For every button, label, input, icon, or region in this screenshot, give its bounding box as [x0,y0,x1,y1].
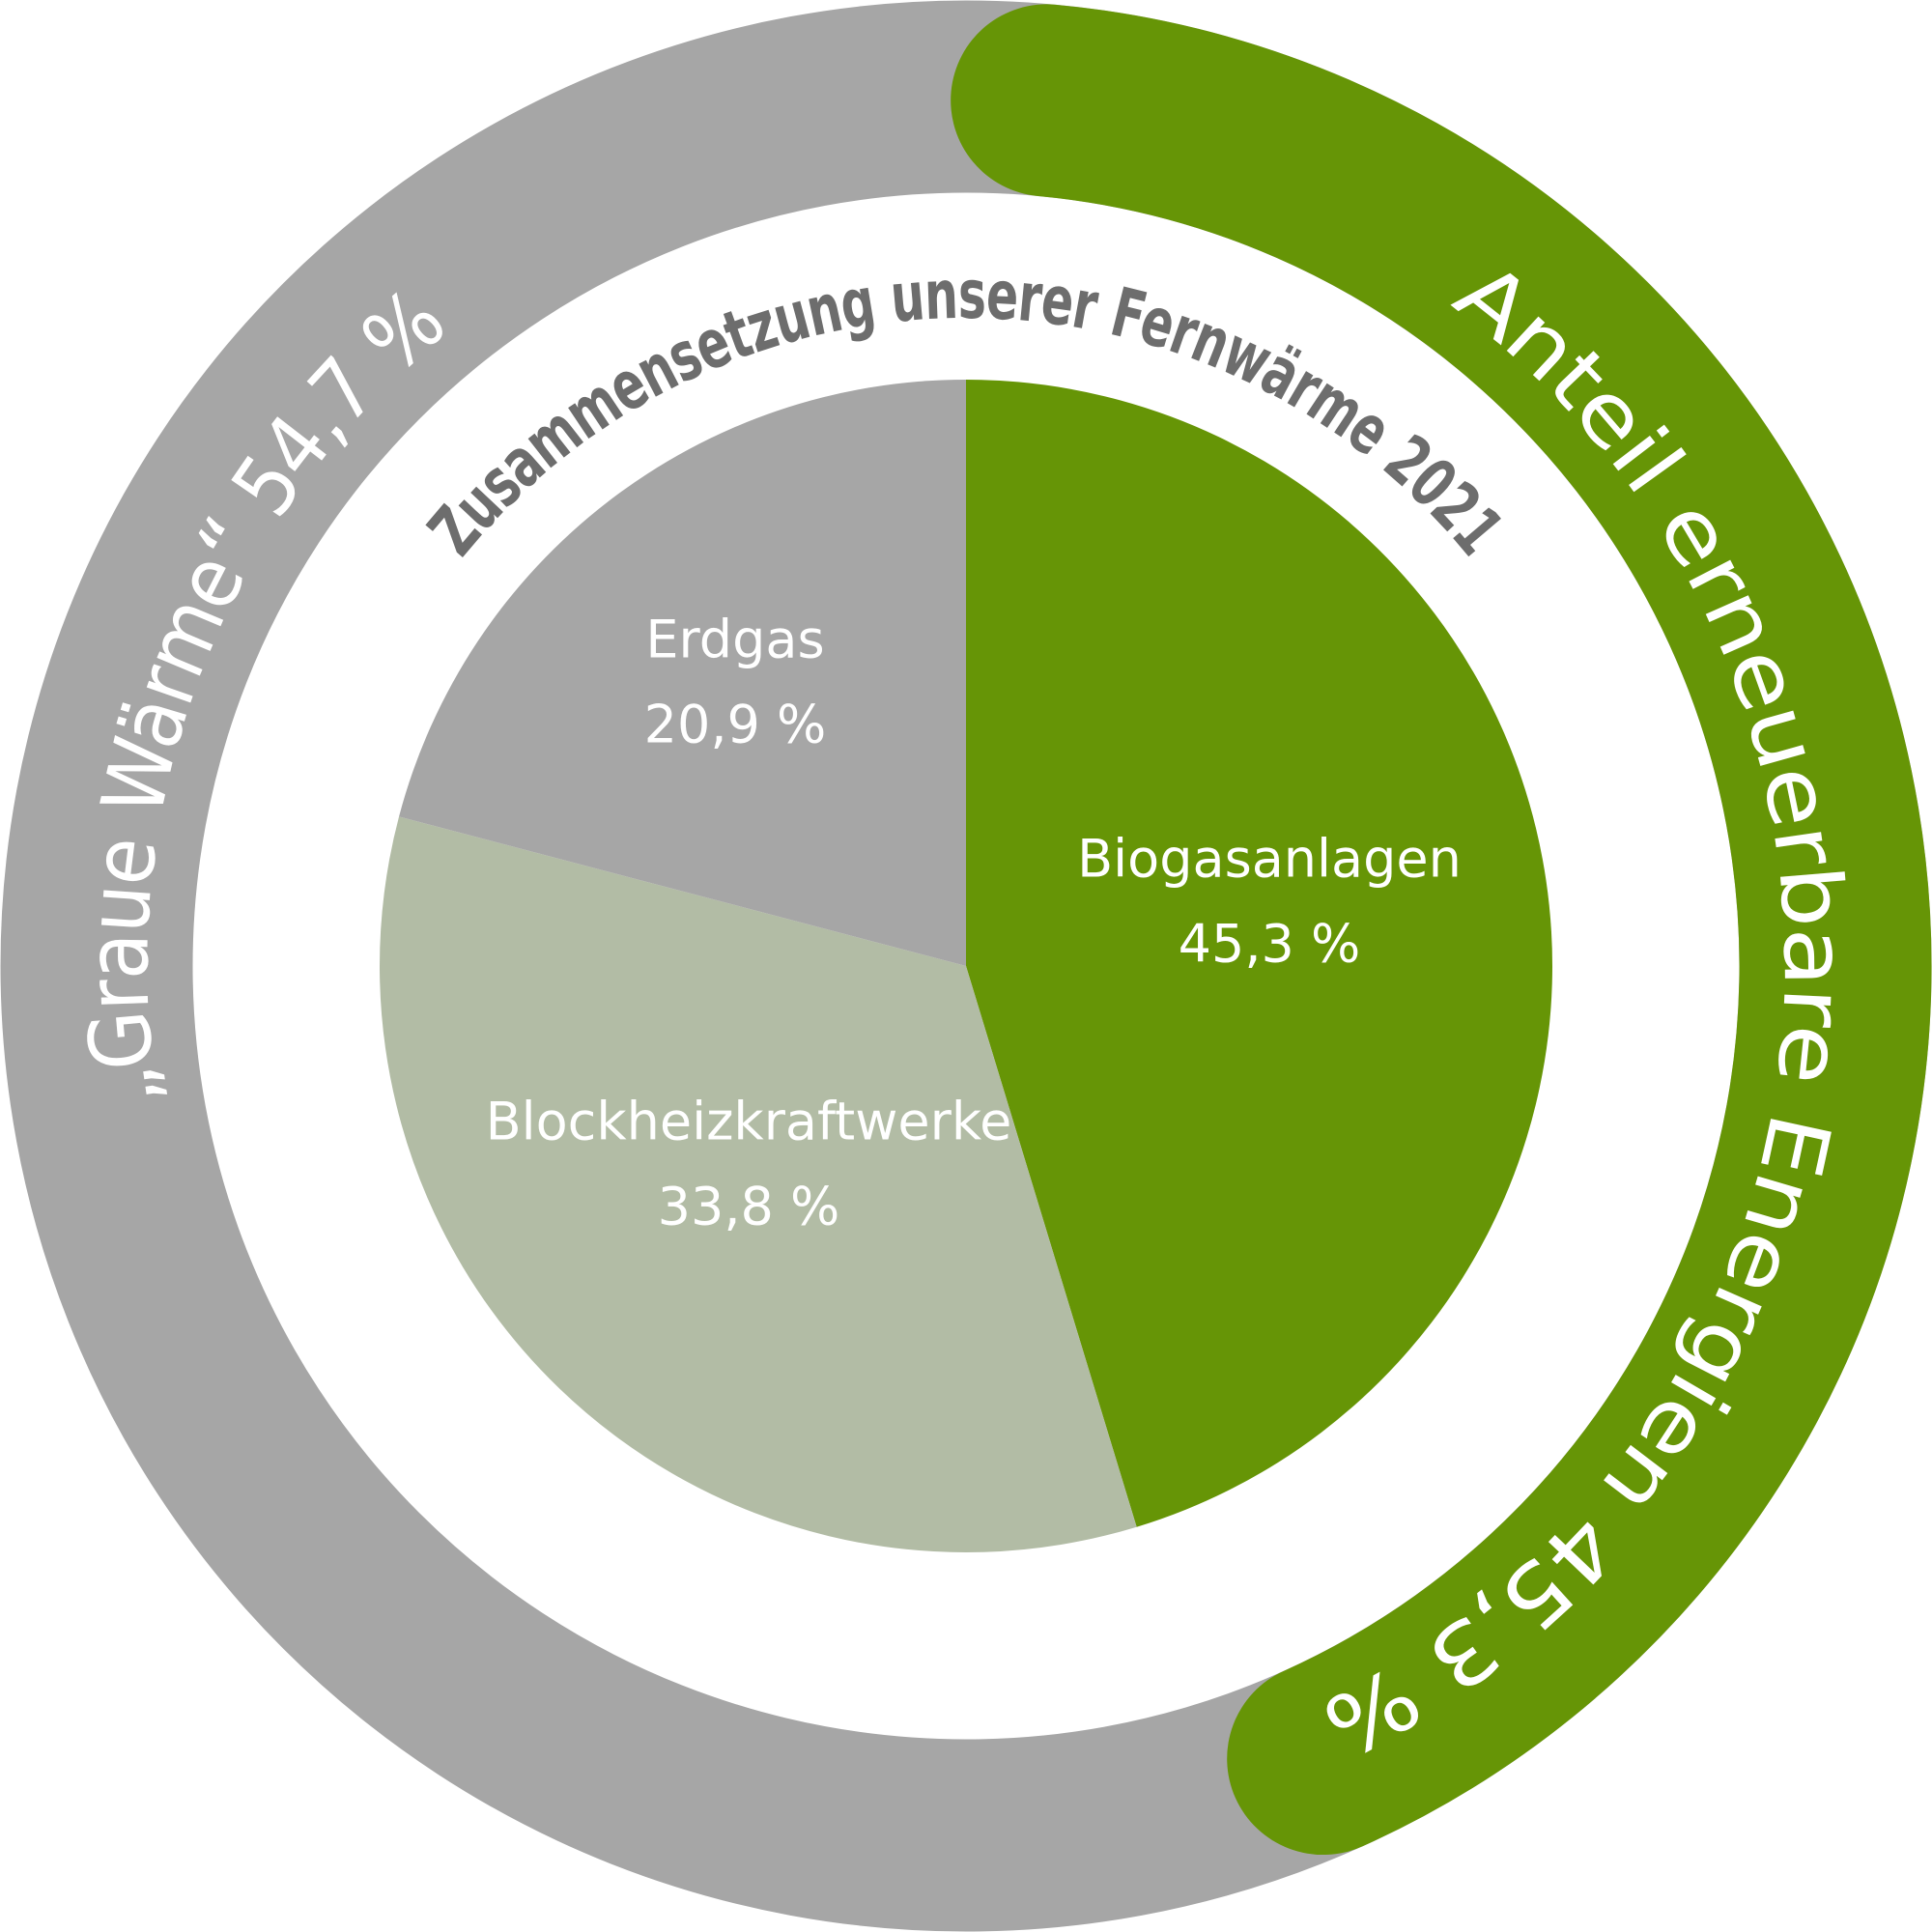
slice-label: Blockheizkraftwerke [486,1092,1012,1152]
slice-label: Erdgas [645,610,824,670]
pie-slice [379,816,1137,1552]
pie-slice [399,380,966,966]
ring-segment [951,4,1932,1856]
slice-value: 33,8 % [658,1177,840,1237]
pie-slice [966,380,1552,1527]
slice-value: 20,9 % [644,695,827,755]
slice-label: Biogasanlagen [1077,829,1462,890]
slice-value: 45,3 % [1179,914,1361,975]
